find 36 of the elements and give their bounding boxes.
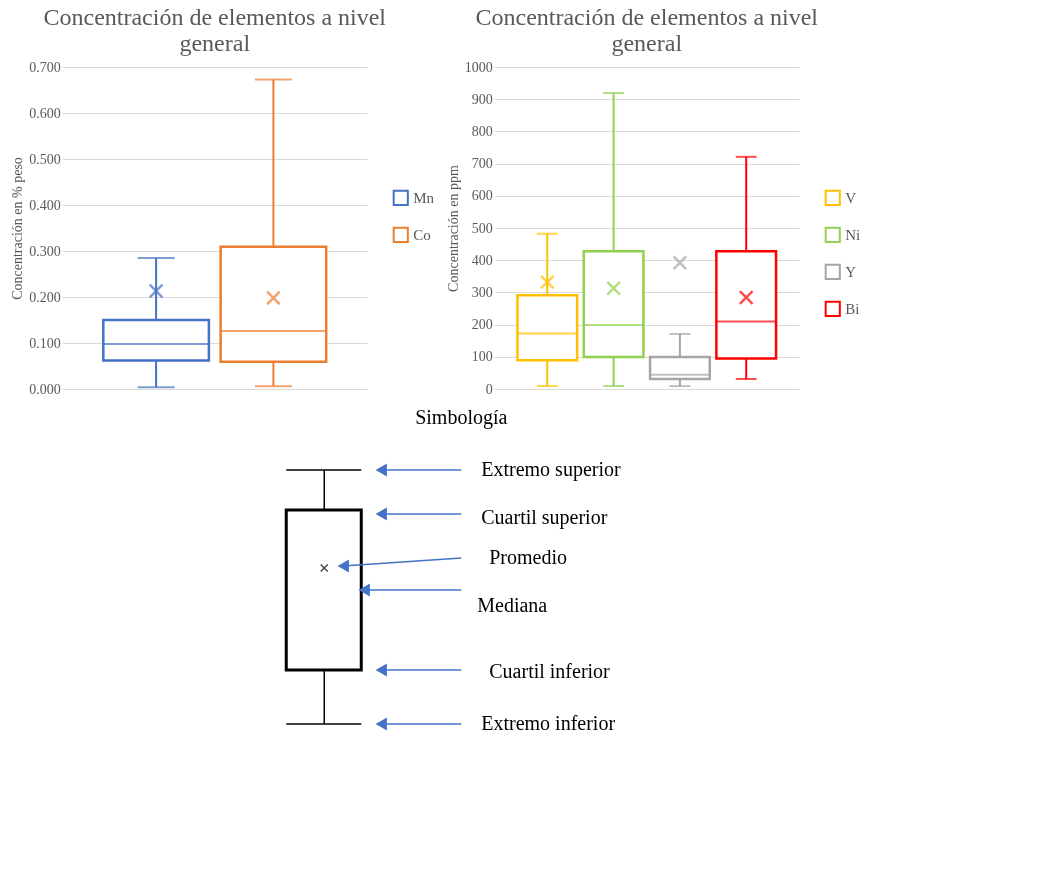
y-tick-label: 400 [471, 252, 493, 268]
text: Cuartil superior [481, 506, 608, 529]
chart-title: Concentración de elementos a nivel general [475, 4, 819, 56]
y-tick-label: 0.100 [29, 335, 61, 351]
y-tick-label: 0.000 [29, 381, 61, 397]
y-tick-label: 900 [471, 91, 493, 107]
text: Cuartil inferior [489, 660, 611, 682]
y-tick-label: 0.700 [29, 59, 61, 75]
y-tick-label: 0.200 [29, 289, 61, 305]
y-tick-label: 0.300 [29, 243, 61, 259]
text: Extremo inferior [481, 712, 616, 734]
text: Simbología [415, 406, 508, 429]
y-tick-label: 200 [471, 317, 493, 333]
y-tick-label: 0 [485, 381, 493, 397]
y-tick-label: 1000 [464, 59, 493, 75]
y-tick-label: 600 [471, 188, 493, 204]
y-tick-label: 700 [471, 156, 493, 172]
y-tick-label: 100 [471, 349, 493, 365]
legend-label: Bi [845, 300, 860, 317]
chart-title: Concentración de elementos a nivel general [43, 4, 387, 56]
y-tick-label: 500 [471, 220, 493, 236]
y-tick-label: 0.400 [29, 197, 61, 213]
legend-label: Ni [845, 226, 861, 243]
text: Mediana [477, 594, 548, 616]
legend-label: Mn [413, 189, 435, 206]
y-tick-label: 800 [471, 123, 493, 139]
legend-label: V [845, 189, 857, 206]
y-tick-label: 300 [471, 284, 493, 300]
legend-label: Co [413, 226, 431, 243]
text: Extremo superior [481, 458, 621, 481]
y-tick-label: 0.600 [29, 105, 61, 121]
y-axis-title: Concentración en ppm [445, 165, 461, 292]
y-tick-label: 0.500 [29, 151, 61, 167]
text: Promedio [489, 546, 568, 568]
y-axis-title: Concentración en % peso [10, 157, 26, 300]
legend-label: Y [845, 263, 857, 280]
